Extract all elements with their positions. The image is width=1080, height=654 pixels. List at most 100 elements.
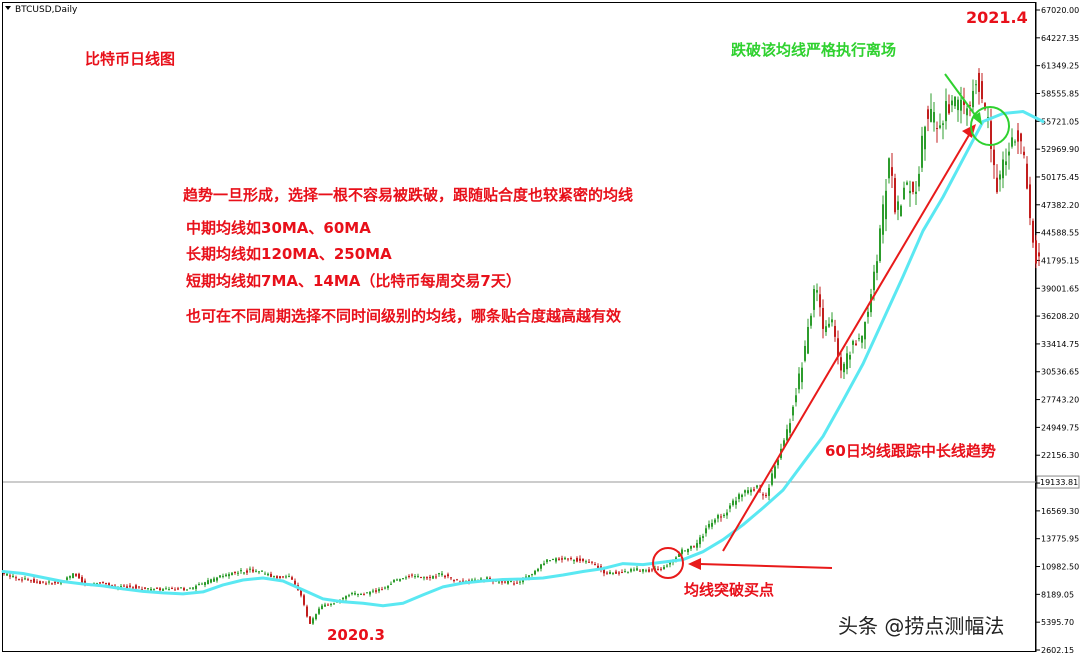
candle-body	[678, 553, 680, 557]
trend-arrow-line	[722, 129, 973, 552]
candle-body	[444, 575, 446, 578]
candle-body	[390, 583, 392, 585]
tick-label: 61349.25	[1041, 62, 1079, 71]
candle-body	[81, 577, 83, 584]
candle-body	[261, 570, 263, 572]
candle-body	[150, 588, 152, 591]
candle-body	[519, 581, 521, 583]
candle-body	[105, 582, 107, 584]
tick-label: 55721.05	[1041, 117, 1079, 126]
candle-body	[1029, 184, 1031, 219]
candle-body	[762, 494, 764, 496]
candle-body	[546, 559, 548, 563]
candle-body	[585, 561, 587, 563]
candle-body	[702, 536, 704, 538]
candle-body	[612, 572, 614, 574]
candle-body	[810, 315, 812, 326]
candle-body	[135, 585, 137, 589]
candle-body	[624, 571, 626, 573]
candle-body	[876, 261, 878, 273]
candle-body	[501, 581, 503, 583]
candle-body	[279, 576, 281, 579]
candle-body	[954, 96, 956, 107]
candle-body	[984, 103, 986, 110]
candle-body	[666, 565, 668, 567]
tick-label: 50175.45	[1041, 173, 1079, 182]
candle-body	[858, 338, 860, 340]
candle-body	[399, 579, 401, 581]
candle-body	[978, 72, 980, 92]
candle-body	[171, 587, 173, 589]
candle-body	[225, 574, 227, 577]
candle-body	[948, 104, 950, 114]
candle-body	[204, 582, 206, 586]
candle-body	[768, 487, 770, 496]
candle-body	[750, 489, 752, 493]
candle-body	[594, 564, 596, 566]
candle-body	[825, 326, 827, 333]
candle-body	[726, 512, 728, 516]
candle-body	[513, 583, 515, 585]
candle-body	[162, 589, 164, 591]
candle-body	[15, 577, 17, 579]
candle-body	[402, 578, 404, 580]
candle-body	[186, 589, 188, 591]
candle-body	[456, 579, 458, 581]
candle-body	[579, 558, 581, 561]
candle-body	[84, 580, 86, 584]
candle-body	[924, 126, 926, 150]
tick-label: 36208.20	[1041, 312, 1079, 321]
candle-body	[744, 490, 746, 493]
exit-rule-label: 跌破该均线严格执行离场	[731, 41, 896, 59]
candle-body	[348, 595, 350, 597]
candle-body	[888, 158, 890, 179]
candle-body	[159, 588, 161, 591]
candle-body	[510, 580, 512, 582]
candle-body	[30, 580, 32, 582]
candle-body	[153, 588, 155, 590]
candle-body	[639, 570, 641, 572]
candle-body	[423, 577, 425, 579]
candle-body	[900, 205, 902, 217]
candle-body	[690, 545, 692, 549]
candle-body	[933, 112, 935, 123]
candle-body	[957, 99, 959, 111]
watermark: 头条 @捞点测幅法	[838, 614, 1004, 638]
candle-body	[882, 204, 884, 235]
candle-body	[915, 191, 917, 194]
candle-body	[609, 571, 611, 575]
candle-body	[1038, 252, 1040, 257]
candle-body	[3, 572, 5, 575]
candle-body	[372, 590, 374, 592]
current-price-tag	[1036, 475, 1080, 489]
candle-body	[303, 595, 305, 605]
candle-body	[567, 558, 569, 560]
candle-body	[57, 582, 59, 584]
candle-body	[930, 108, 932, 122]
symbol-dropdown-icon[interactable]	[5, 6, 11, 10]
candle-body	[342, 597, 344, 600]
candle-body	[27, 579, 29, 581]
candle-body	[420, 577, 422, 579]
candle-body	[306, 606, 308, 617]
candle-body	[798, 373, 800, 390]
candle-body	[330, 604, 332, 606]
candle-body	[165, 588, 167, 590]
candle-body	[807, 326, 809, 354]
candle-body	[285, 576, 287, 578]
candle-body	[141, 589, 143, 591]
candle-body	[540, 564, 542, 569]
candle-body	[408, 575, 410, 577]
candle-body	[879, 228, 881, 261]
tick-label: 52969.90	[1041, 145, 1079, 154]
candle-body	[846, 353, 848, 370]
candle-body	[729, 505, 731, 509]
candle-body	[837, 338, 839, 357]
candle-body	[558, 558, 560, 560]
candle-body	[324, 604, 326, 607]
candle-body	[168, 589, 170, 591]
candle-body	[405, 577, 407, 579]
candle-body	[1008, 151, 1010, 156]
candle-body	[6, 573, 8, 576]
